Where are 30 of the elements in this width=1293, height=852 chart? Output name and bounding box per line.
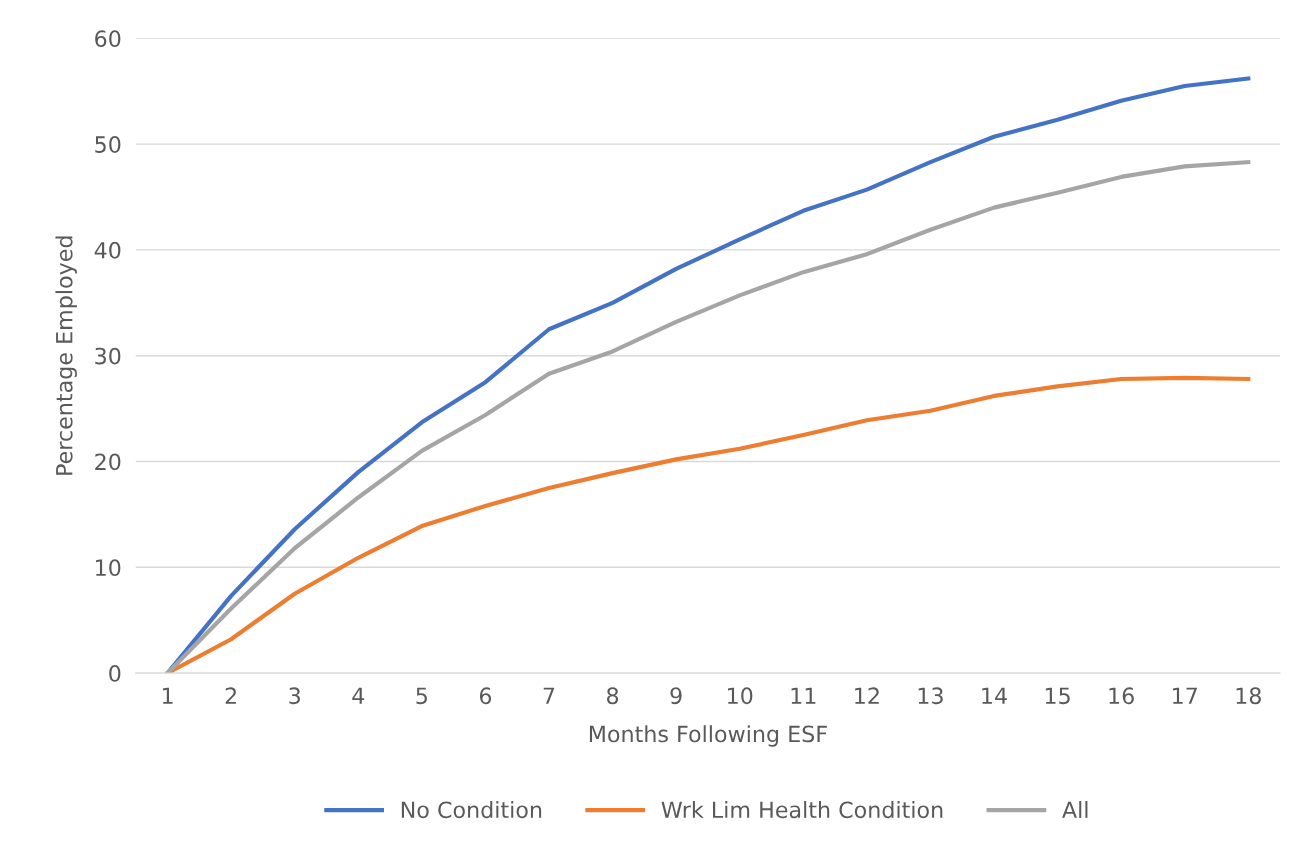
x-tick-label: 15	[1045, 687, 1070, 705]
x-tick-label: 16	[1109, 687, 1134, 705]
x-tick-label: 12	[855, 687, 879, 704]
x-tick-label: 5	[416, 687, 427, 705]
legend-label: All	[1062, 800, 1088, 818]
x-tick-label: 17	[1173, 687, 1197, 704]
x-tick-label: 1	[162, 687, 173, 704]
x-tick-label: 14	[982, 687, 1007, 704]
x-tick-label: 18	[1236, 687, 1261, 705]
legend-label: No Condition	[401, 800, 542, 819]
y-tick-label: 40	[94, 241, 121, 259]
x-tick-label: 6	[479, 687, 492, 705]
y-tick-label: 10	[96, 559, 121, 577]
y-tick-label: 20	[95, 453, 121, 471]
x-tick-label: 4	[352, 687, 365, 704]
x-tick-label: 2	[225, 687, 236, 704]
x-tick-label: 8	[607, 687, 619, 705]
y-tick-label: 0	[109, 665, 121, 682]
y-axis-title: Percentage Employed	[55, 236, 77, 475]
x-tick-label: 11	[791, 687, 816, 704]
x-tick-label: 10	[728, 687, 753, 705]
x-tick-label: 3	[289, 687, 300, 705]
y-tick-label: 60	[95, 30, 121, 48]
x-axis-title: Months Following ESF	[589, 725, 827, 747]
y-tick-label: 30	[95, 347, 121, 365]
x-tick-label: 13	[918, 687, 943, 705]
y-tick-label: 50	[95, 136, 121, 153]
legend-label: Wrk Lim Health Condition	[661, 800, 943, 819]
x-tick-label: 7	[543, 687, 555, 704]
x-tick-label: 9	[670, 687, 682, 705]
